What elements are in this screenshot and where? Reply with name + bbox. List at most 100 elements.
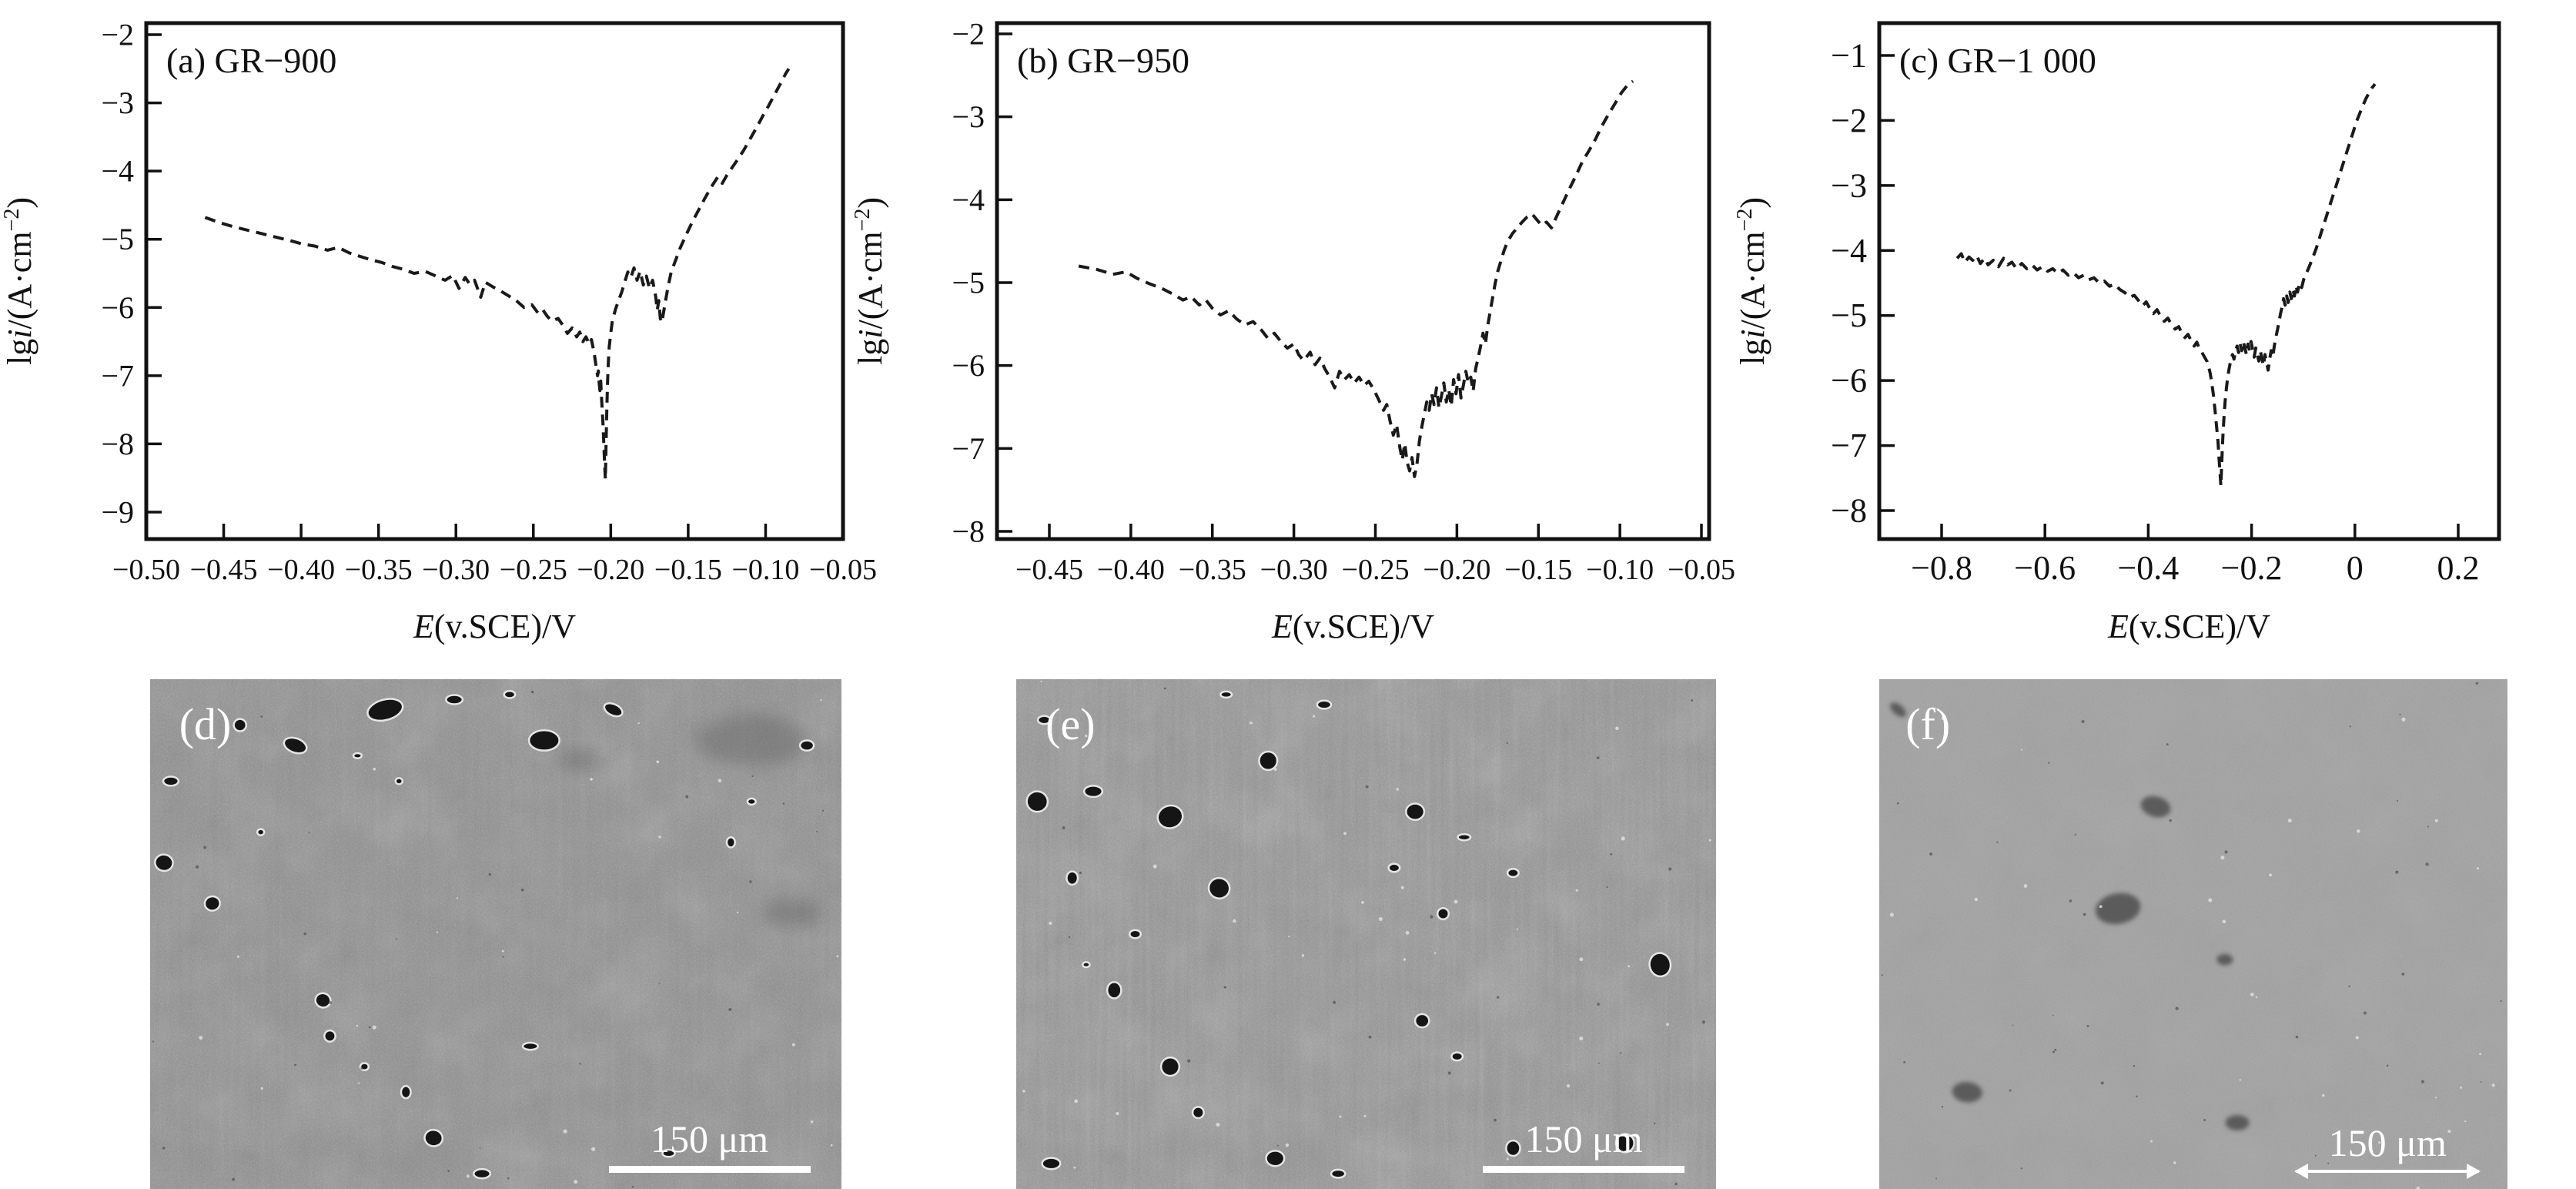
sem-pit xyxy=(323,1029,336,1043)
sem-bright-speckle xyxy=(1434,952,1437,954)
sem-bright-speckle xyxy=(1288,936,1290,938)
x-tick-label: −0.8 xyxy=(1911,549,1972,587)
sem-bright-speckle xyxy=(2099,905,2103,909)
sem-bright-speckle xyxy=(1889,913,1894,917)
sem-bright-speckle xyxy=(2287,819,2292,823)
y-tick-label: −6 xyxy=(101,290,134,325)
sem-dark-speckle xyxy=(2475,682,2479,685)
sem-pit xyxy=(1066,870,1079,886)
x-tick-label: 0.2 xyxy=(2437,549,2480,587)
plot-frame xyxy=(995,21,1711,541)
x-tick-label: −0.4 xyxy=(2117,549,2179,587)
x-tick-label: −0.05 xyxy=(809,554,877,586)
sem-pit xyxy=(162,775,180,787)
sem-bright-speckle xyxy=(1666,1023,1669,1027)
sem-dark-speckle xyxy=(395,938,397,940)
sem-dark-speckle xyxy=(685,795,689,799)
sem-dark-speckle xyxy=(1610,852,1613,856)
x-tick-label: −0.05 xyxy=(1668,554,1735,586)
sem-dark-speckle xyxy=(1691,699,1694,702)
sem-dark-speckle xyxy=(1596,756,1600,760)
sem-bright-speckle xyxy=(2416,1186,2420,1189)
sem-bright-speckle xyxy=(1575,889,1578,892)
sem-texture-grain xyxy=(1016,679,1716,1189)
sem-bright-speckle xyxy=(1579,1036,1584,1041)
x-tick-label: −0.15 xyxy=(654,554,722,586)
sem-bright-speckle xyxy=(2255,996,2258,999)
y-tick-label: −6 xyxy=(1831,362,1867,400)
x-axis-title: E(v.SCE)/V xyxy=(2107,608,2270,645)
plot-frame xyxy=(144,21,845,541)
polarization-plot-c: −1 −2 −3 −4 −5 −6 −7 −8 −0.8 −0.6 −0.4 −0.2 0 0.2 (c) … xyxy=(1733,21,2501,645)
x-tick-label: −0.35 xyxy=(1179,554,1246,586)
y-tick-label: −4 xyxy=(1831,232,1867,270)
sem-bright-speckle xyxy=(1506,1157,1509,1161)
sem-bright-speckle xyxy=(1285,1143,1290,1147)
y-axis-title: lgi/(A·cm−2) xyxy=(1733,197,1771,365)
sem-pit xyxy=(1506,868,1520,879)
scale-bar-label-f: 150 μm xyxy=(2328,1121,2447,1165)
sem-pit xyxy=(352,752,363,759)
sem-bright-speckle xyxy=(372,1025,376,1030)
sem-bright-speckle xyxy=(1339,1115,1342,1118)
sem-dark-smudge xyxy=(557,750,600,772)
sem-dark-speckle xyxy=(2349,725,2351,728)
polarization-curve xyxy=(204,68,791,481)
sem-bright-speckle xyxy=(373,767,376,771)
sem-dark-speckle xyxy=(1881,974,1883,976)
chart-panel-a: −2 −3 −4 −5 −6 −7 −8 −9 −0.50 −0.45 −0.40 −0.35 −0.3… xyxy=(0,0,877,662)
y-tick-label: −9 xyxy=(101,495,134,530)
sem-dark-speckle xyxy=(530,690,534,694)
x-tick-label: −0.45 xyxy=(190,554,258,586)
y-axis-title: lgi/(A·cm−2) xyxy=(0,197,38,365)
sem-dark-speckle xyxy=(1674,1182,1678,1186)
sem-corrosion-splotch xyxy=(1890,702,1906,718)
y-tick-label: −3 xyxy=(952,99,985,134)
sem-texture-grain xyxy=(1879,679,2507,1189)
sem-bright-speckle xyxy=(591,1147,596,1151)
sem-micrograph-f xyxy=(1879,679,2507,1189)
sem-corrosion-splotch xyxy=(2216,953,2233,966)
sem-pit xyxy=(154,853,174,872)
sem-dark-speckle xyxy=(308,832,310,834)
sem-pit xyxy=(1648,952,1672,978)
x-tick-label: −0.20 xyxy=(1423,554,1490,586)
x-tick-label: −0.45 xyxy=(1015,554,1083,586)
sem-bright-speckle xyxy=(1250,721,1253,725)
sem-dark-speckle xyxy=(2081,719,2085,723)
sem-dark-speckle xyxy=(203,846,207,849)
sem-dark-speckle xyxy=(2314,1154,2317,1157)
sem-dark-speckle xyxy=(368,1026,371,1029)
sem-bright-speckle xyxy=(1273,768,1277,772)
sem-dark-speckle xyxy=(2048,762,2050,764)
chart-panel-c: −1 −2 −3 −4 −5 −6 −7 −8 −0.8 −0.6 −0.4 −0.2 0 0.2 (c) … xyxy=(1718,0,2576,662)
sem-dark-speckle xyxy=(1668,867,1672,871)
sem-bright-speckle xyxy=(466,1174,470,1178)
sem-pit xyxy=(400,1085,412,1100)
sem-dark-speckle xyxy=(1333,1000,1337,1004)
sem-dark-speckle xyxy=(579,1063,581,1065)
sem-bright-speckle xyxy=(637,722,640,725)
sem-dark-speckle xyxy=(782,802,785,805)
sem-pit xyxy=(1036,715,1052,725)
y-tick-label: −2 xyxy=(101,18,134,52)
sem-bright-speckle xyxy=(199,1036,203,1040)
sem-image-e: (e) 150 μm xyxy=(1016,679,1716,1189)
sem-texture-grain xyxy=(150,679,841,1189)
sem-dark-speckle xyxy=(2427,826,2430,828)
sem-dark-speckle xyxy=(360,1067,363,1070)
sem-bright-speckle xyxy=(260,1087,263,1090)
sem-pit xyxy=(661,1148,676,1158)
sem-bright-speckle xyxy=(1073,1166,1076,1169)
sem-dark-speckle xyxy=(2348,985,2350,988)
sem-dark-speckle xyxy=(1079,871,1082,875)
sem-bright-speckle xyxy=(1708,839,1711,842)
sem-bright-speckle xyxy=(1153,864,1157,869)
sem-dark-speckle xyxy=(1597,1003,1600,1006)
sem-bright-speckle xyxy=(1405,930,1410,935)
sem-dark-speckle xyxy=(1701,1020,1705,1024)
sem-bright-speckle xyxy=(2149,1140,2153,1143)
sem-bright-speckle xyxy=(1361,901,1364,904)
polarization-curve xyxy=(1955,82,2377,487)
